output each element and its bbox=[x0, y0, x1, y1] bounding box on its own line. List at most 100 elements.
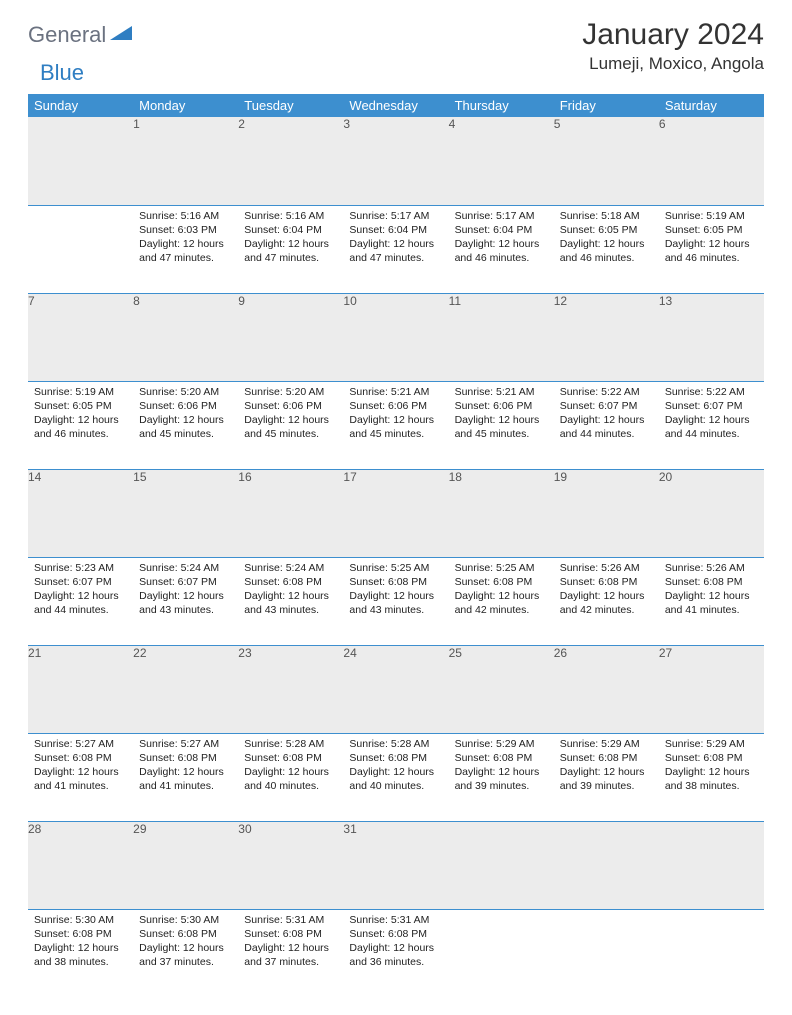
day-details-cell: Sunrise: 5:30 AMSunset: 6:08 PMDaylight:… bbox=[28, 909, 133, 997]
day-number-cell: 24 bbox=[343, 645, 448, 733]
day-details-cell: Sunrise: 5:23 AMSunset: 6:07 PMDaylight:… bbox=[28, 557, 133, 645]
day-details-cell: Sunrise: 5:24 AMSunset: 6:08 PMDaylight:… bbox=[238, 557, 343, 645]
day-details-cell bbox=[28, 205, 133, 293]
day-details: Sunrise: 5:31 AMSunset: 6:08 PMDaylight:… bbox=[343, 910, 448, 975]
day-details: Sunrise: 5:19 AMSunset: 6:05 PMDaylight:… bbox=[28, 382, 133, 447]
day-details-cell: Sunrise: 5:18 AMSunset: 6:05 PMDaylight:… bbox=[554, 205, 659, 293]
day-number-cell: 14 bbox=[28, 469, 133, 557]
day-details-cell: Sunrise: 5:27 AMSunset: 6:08 PMDaylight:… bbox=[133, 733, 238, 821]
day-details-cell: Sunrise: 5:19 AMSunset: 6:05 PMDaylight:… bbox=[28, 381, 133, 469]
day-details-row: Sunrise: 5:30 AMSunset: 6:08 PMDaylight:… bbox=[28, 909, 764, 997]
day-details-cell: Sunrise: 5:28 AMSunset: 6:08 PMDaylight:… bbox=[343, 733, 448, 821]
calendar-table: SundayMondayTuesdayWednesdayThursdayFrid… bbox=[28, 94, 764, 997]
day-number-cell: 10 bbox=[343, 293, 448, 381]
day-details: Sunrise: 5:31 AMSunset: 6:08 PMDaylight:… bbox=[238, 910, 343, 975]
day-number-cell: 12 bbox=[554, 293, 659, 381]
day-number-row: 21222324252627 bbox=[28, 645, 764, 733]
day-number-cell: 3 bbox=[343, 117, 448, 205]
day-number-cell: 31 bbox=[343, 821, 448, 909]
day-number-cell: 25 bbox=[449, 645, 554, 733]
day-details-cell: Sunrise: 5:26 AMSunset: 6:08 PMDaylight:… bbox=[659, 557, 764, 645]
day-number-cell: 8 bbox=[133, 293, 238, 381]
day-number-cell: 30 bbox=[238, 821, 343, 909]
logo-triangle-icon bbox=[110, 24, 132, 47]
day-details: Sunrise: 5:24 AMSunset: 6:08 PMDaylight:… bbox=[238, 558, 343, 623]
day-details: Sunrise: 5:23 AMSunset: 6:07 PMDaylight:… bbox=[28, 558, 133, 623]
day-details: Sunrise: 5:17 AMSunset: 6:04 PMDaylight:… bbox=[449, 206, 554, 271]
day-number-cell: 28 bbox=[28, 821, 133, 909]
day-number-row: 14151617181920 bbox=[28, 469, 764, 557]
day-details-cell: Sunrise: 5:21 AMSunset: 6:06 PMDaylight:… bbox=[343, 381, 448, 469]
day-number-cell: 17 bbox=[343, 469, 448, 557]
logo: General bbox=[28, 22, 134, 48]
month-title: January 2024 bbox=[582, 18, 764, 52]
day-details: Sunrise: 5:19 AMSunset: 6:05 PMDaylight:… bbox=[659, 206, 764, 271]
day-number-cell: 13 bbox=[659, 293, 764, 381]
day-details: Sunrise: 5:29 AMSunset: 6:08 PMDaylight:… bbox=[449, 734, 554, 799]
weekday-header: Saturday bbox=[659, 94, 764, 117]
day-details-cell: Sunrise: 5:20 AMSunset: 6:06 PMDaylight:… bbox=[238, 381, 343, 469]
day-number-row: 78910111213 bbox=[28, 293, 764, 381]
day-number-cell bbox=[554, 821, 659, 909]
day-number-cell bbox=[28, 117, 133, 205]
day-details-cell bbox=[659, 909, 764, 997]
day-details-cell: Sunrise: 5:22 AMSunset: 6:07 PMDaylight:… bbox=[554, 381, 659, 469]
day-details: Sunrise: 5:27 AMSunset: 6:08 PMDaylight:… bbox=[28, 734, 133, 799]
day-details-cell: Sunrise: 5:19 AMSunset: 6:05 PMDaylight:… bbox=[659, 205, 764, 293]
day-number-cell: 1 bbox=[133, 117, 238, 205]
day-details-cell: Sunrise: 5:20 AMSunset: 6:06 PMDaylight:… bbox=[133, 381, 238, 469]
day-number-row: 123456 bbox=[28, 117, 764, 205]
day-details: Sunrise: 5:26 AMSunset: 6:08 PMDaylight:… bbox=[659, 558, 764, 623]
day-details-cell: Sunrise: 5:28 AMSunset: 6:08 PMDaylight:… bbox=[238, 733, 343, 821]
day-number-cell: 18 bbox=[449, 469, 554, 557]
day-number-cell: 26 bbox=[554, 645, 659, 733]
day-details-cell: Sunrise: 5:16 AMSunset: 6:04 PMDaylight:… bbox=[238, 205, 343, 293]
day-number-cell: 20 bbox=[659, 469, 764, 557]
day-details-row: Sunrise: 5:16 AMSunset: 6:03 PMDaylight:… bbox=[28, 205, 764, 293]
day-details-cell: Sunrise: 5:26 AMSunset: 6:08 PMDaylight:… bbox=[554, 557, 659, 645]
weekday-header: Sunday bbox=[28, 94, 133, 117]
weekday-header: Thursday bbox=[449, 94, 554, 117]
day-details-cell: Sunrise: 5:29 AMSunset: 6:08 PMDaylight:… bbox=[554, 733, 659, 821]
day-details-cell bbox=[449, 909, 554, 997]
day-number-cell: 5 bbox=[554, 117, 659, 205]
day-details-cell: Sunrise: 5:29 AMSunset: 6:08 PMDaylight:… bbox=[659, 733, 764, 821]
weekday-header: Tuesday bbox=[238, 94, 343, 117]
day-details: Sunrise: 5:20 AMSunset: 6:06 PMDaylight:… bbox=[133, 382, 238, 447]
weekday-header: Friday bbox=[554, 94, 659, 117]
weekday-header: Monday bbox=[133, 94, 238, 117]
day-details: Sunrise: 5:16 AMSunset: 6:03 PMDaylight:… bbox=[133, 206, 238, 271]
day-details-cell: Sunrise: 5:25 AMSunset: 6:08 PMDaylight:… bbox=[449, 557, 554, 645]
day-details: Sunrise: 5:21 AMSunset: 6:06 PMDaylight:… bbox=[449, 382, 554, 447]
logo-text-general: General bbox=[28, 22, 106, 48]
day-details: Sunrise: 5:28 AMSunset: 6:08 PMDaylight:… bbox=[238, 734, 343, 799]
day-details: Sunrise: 5:29 AMSunset: 6:08 PMDaylight:… bbox=[659, 734, 764, 799]
day-details: Sunrise: 5:17 AMSunset: 6:04 PMDaylight:… bbox=[343, 206, 448, 271]
day-number-cell: 6 bbox=[659, 117, 764, 205]
day-details: Sunrise: 5:24 AMSunset: 6:07 PMDaylight:… bbox=[133, 558, 238, 623]
day-details: Sunrise: 5:20 AMSunset: 6:06 PMDaylight:… bbox=[238, 382, 343, 447]
day-number-cell: 2 bbox=[238, 117, 343, 205]
day-number-cell: 9 bbox=[238, 293, 343, 381]
day-number-cell: 23 bbox=[238, 645, 343, 733]
day-number-cell: 7 bbox=[28, 293, 133, 381]
day-number-cell bbox=[449, 821, 554, 909]
day-number-row: 28293031 bbox=[28, 821, 764, 909]
weekday-header: Wednesday bbox=[343, 94, 448, 117]
day-details: Sunrise: 5:30 AMSunset: 6:08 PMDaylight:… bbox=[28, 910, 133, 975]
day-details-cell: Sunrise: 5:16 AMSunset: 6:03 PMDaylight:… bbox=[133, 205, 238, 293]
day-number-cell: 22 bbox=[133, 645, 238, 733]
day-details: Sunrise: 5:22 AMSunset: 6:07 PMDaylight:… bbox=[659, 382, 764, 447]
day-details: Sunrise: 5:29 AMSunset: 6:08 PMDaylight:… bbox=[554, 734, 659, 799]
day-details-cell: Sunrise: 5:29 AMSunset: 6:08 PMDaylight:… bbox=[449, 733, 554, 821]
day-details: Sunrise: 5:25 AMSunset: 6:08 PMDaylight:… bbox=[343, 558, 448, 623]
day-details-cell bbox=[554, 909, 659, 997]
day-details-cell: Sunrise: 5:24 AMSunset: 6:07 PMDaylight:… bbox=[133, 557, 238, 645]
weekday-header-row: SundayMondayTuesdayWednesdayThursdayFrid… bbox=[28, 94, 764, 117]
day-details: Sunrise: 5:30 AMSunset: 6:08 PMDaylight:… bbox=[133, 910, 238, 975]
day-details: Sunrise: 5:26 AMSunset: 6:08 PMDaylight:… bbox=[554, 558, 659, 623]
day-details-cell: Sunrise: 5:22 AMSunset: 6:07 PMDaylight:… bbox=[659, 381, 764, 469]
logo-text-blue: Blue bbox=[40, 60, 84, 85]
day-number-cell: 11 bbox=[449, 293, 554, 381]
day-details: Sunrise: 5:25 AMSunset: 6:08 PMDaylight:… bbox=[449, 558, 554, 623]
